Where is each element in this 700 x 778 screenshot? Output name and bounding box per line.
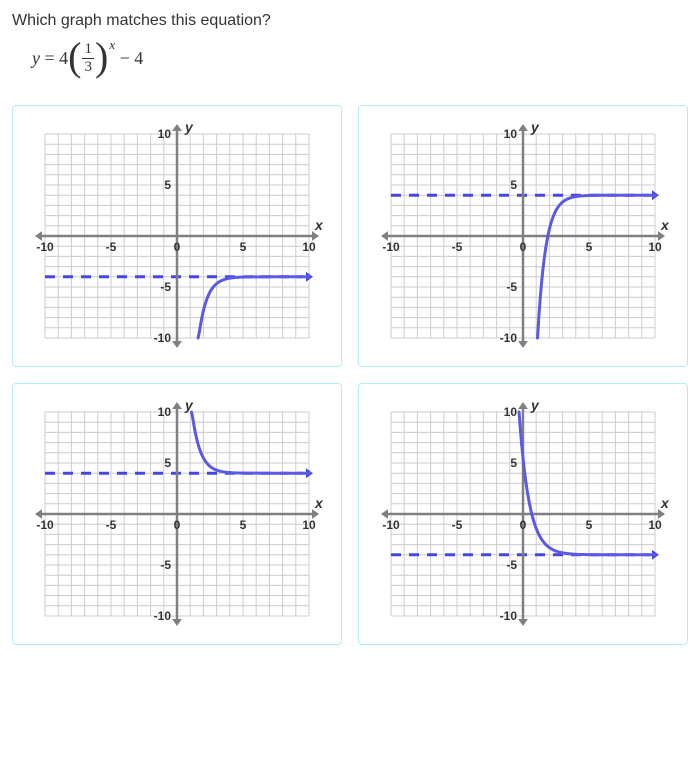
svg-text:y: y [530, 119, 540, 135]
svg-text:-5: -5 [106, 518, 117, 532]
svg-text:0: 0 [174, 240, 181, 254]
svg-text:10: 10 [302, 240, 316, 254]
svg-text:10: 10 [158, 127, 172, 141]
svg-text:x: x [314, 217, 324, 233]
equation: y = 4 ( 1 3 ) x − 4 [32, 42, 688, 75]
svg-text:10: 10 [302, 518, 316, 532]
chart-option-a[interactable]: -10 -5 0 5 10 -10 -5 5 10 x y [12, 105, 342, 367]
svg-text:y: y [184, 119, 194, 135]
chart-option-b[interactable]: -10 -5 0 5 10 -10 -5 5 10 x y [358, 105, 688, 367]
svg-text:-10: -10 [500, 609, 518, 623]
svg-text:-5: -5 [160, 558, 171, 572]
svg-text:5: 5 [510, 178, 517, 192]
svg-text:10: 10 [504, 405, 518, 419]
svg-text:5: 5 [164, 178, 171, 192]
svg-text:-5: -5 [160, 280, 171, 294]
svg-text:5: 5 [510, 456, 517, 470]
svg-text:x: x [314, 495, 324, 511]
svg-text:-10: -10 [36, 518, 54, 532]
svg-text:5: 5 [240, 518, 247, 532]
svg-text:-5: -5 [506, 280, 517, 294]
svg-text:-10: -10 [382, 518, 400, 532]
svg-text:x: x [660, 495, 670, 511]
svg-text:y: y [530, 397, 540, 413]
svg-text:10: 10 [158, 405, 172, 419]
svg-text:10: 10 [648, 518, 662, 532]
question-text: Which graph matches this equation? [12, 12, 688, 30]
svg-text:10: 10 [648, 240, 662, 254]
svg-text:-10: -10 [36, 240, 54, 254]
svg-text:-5: -5 [506, 558, 517, 572]
svg-text:-5: -5 [452, 518, 463, 532]
svg-text:5: 5 [586, 240, 593, 254]
svg-text:0: 0 [174, 518, 181, 532]
svg-text:-5: -5 [106, 240, 117, 254]
svg-text:10: 10 [504, 127, 518, 141]
svg-text:y: y [184, 397, 194, 413]
chart-option-d[interactable]: -10 -5 0 5 10 -10 -5 5 10 x y [358, 383, 688, 645]
svg-text:5: 5 [586, 518, 593, 532]
svg-text:5: 5 [164, 456, 171, 470]
svg-text:0: 0 [520, 518, 527, 532]
svg-text:-10: -10 [154, 609, 172, 623]
svg-text:5: 5 [240, 240, 247, 254]
svg-text:-10: -10 [154, 331, 172, 345]
svg-text:x: x [660, 217, 670, 233]
chart-option-c[interactable]: -10 -5 0 5 10 -10 -5 5 10 x y [12, 383, 342, 645]
svg-text:0: 0 [520, 240, 527, 254]
svg-text:-10: -10 [382, 240, 400, 254]
svg-text:-5: -5 [452, 240, 463, 254]
svg-text:-10: -10 [500, 331, 518, 345]
chart-grid: -10-50510-10-5510xy-10-50510-10-5510xy-1… [12, 105, 688, 645]
